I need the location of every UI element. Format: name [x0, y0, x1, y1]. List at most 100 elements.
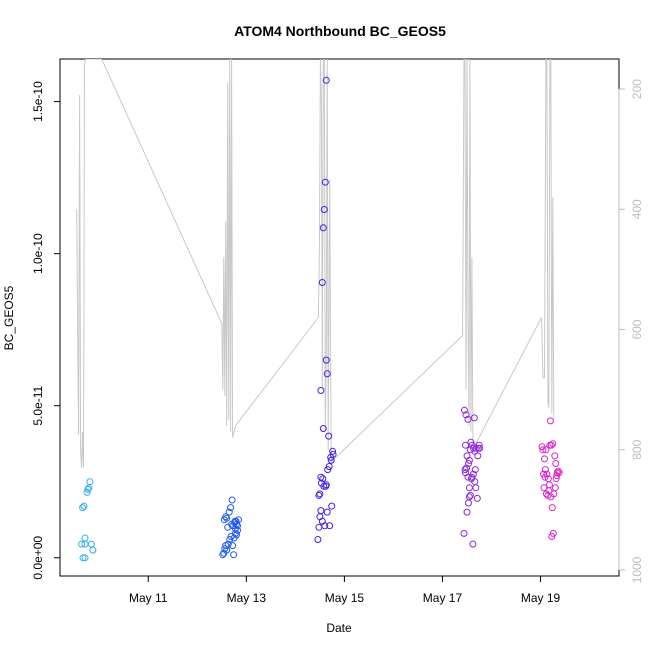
data-point [462, 441, 469, 449]
data-point [229, 542, 237, 550]
data-point [79, 554, 87, 562]
data-point [84, 485, 92, 493]
data-point [464, 415, 472, 423]
x-tick-label: May 15 [325, 591, 365, 605]
data-point [86, 478, 94, 486]
data-point [225, 508, 233, 516]
data-point [322, 356, 330, 364]
data-point [475, 441, 483, 449]
x-tick-label: May 13 [227, 591, 267, 605]
data-point [317, 387, 325, 394]
pressure-profile-line [76, 59, 555, 468]
data-point [552, 460, 560, 467]
data-point [472, 484, 480, 492]
data-point [232, 525, 239, 533]
data-point [322, 76, 330, 84]
right-tick-label: 600 [630, 319, 644, 339]
data-point [552, 475, 560, 483]
data-point [219, 551, 227, 559]
pressure-polyline [76, 59, 555, 468]
data-point [463, 452, 471, 460]
data-point [321, 178, 329, 186]
data-point [461, 466, 469, 474]
y-axis: 0.0e+00 5.0e-11 1.0e-10 1.5e-10 [31, 81, 60, 580]
data-point [329, 447, 337, 455]
data-point [469, 540, 477, 548]
data-points [78, 76, 563, 562]
right-tick-label: 1000 [630, 556, 644, 583]
chart-title: ATOM4 Northbound BC_GEOS5 [234, 23, 446, 39]
data-point [318, 279, 326, 286]
data-point [470, 414, 478, 422]
x-tick-label: May 11 [129, 591, 168, 605]
data-point [319, 425, 327, 432]
data-point [81, 554, 89, 562]
data-point [227, 504, 235, 512]
right-tick-label: 400 [630, 199, 644, 219]
data-point [326, 522, 334, 530]
data-point [465, 493, 473, 501]
data-point [321, 522, 329, 530]
data-point [548, 533, 556, 540]
data-point [541, 466, 549, 474]
data-point [541, 473, 549, 481]
data-point [320, 482, 328, 490]
data-point [315, 491, 323, 499]
y-tick-label: 0.0e+00 [31, 536, 45, 580]
data-point [469, 470, 477, 478]
data-point [325, 432, 333, 440]
data-point [221, 545, 229, 553]
data-point [544, 491, 552, 499]
data-point [467, 475, 475, 483]
right-tick-label: 200 [630, 79, 644, 99]
data-point [546, 417, 554, 425]
data-point [554, 467, 562, 475]
y-tick-label: 1.0e-10 [31, 233, 45, 274]
data-point [463, 508, 471, 516]
right-pressure-axis: 200 400 600 800 1000 [618, 79, 644, 583]
data-point [460, 529, 468, 537]
data-point [317, 507, 325, 515]
right-tick-label: 800 [630, 439, 644, 459]
data-point [549, 440, 557, 448]
data-point [548, 504, 556, 512]
data-point [83, 488, 91, 496]
x-axis-label: Date [326, 621, 352, 635]
data-point [319, 475, 327, 483]
data-point [80, 502, 88, 510]
data-point [322, 482, 330, 490]
data-point [466, 491, 474, 499]
data-point [474, 452, 482, 460]
data-point [540, 484, 548, 492]
data-point [542, 446, 550, 454]
data-point [316, 490, 324, 498]
y-tick-label: 5.0e-11 [31, 385, 45, 425]
data-point [319, 224, 327, 232]
data-point [233, 520, 240, 528]
data-point [539, 446, 547, 454]
data-point [317, 473, 325, 481]
data-point [315, 523, 323, 531]
data-point [465, 460, 472, 467]
data-point [547, 441, 555, 449]
data-point [461, 406, 468, 414]
data-point [551, 484, 559, 492]
y-axis-label: BC_GEOS5 [2, 285, 16, 350]
data-point [462, 411, 470, 419]
x-tick-label: May 17 [423, 591, 463, 605]
data-point [329, 450, 337, 458]
data-point [228, 496, 236, 504]
data-point [222, 513, 230, 521]
data-point [476, 444, 484, 452]
data-point [87, 540, 95, 548]
data-point [465, 499, 472, 507]
data-point [328, 502, 336, 510]
data-point [555, 469, 563, 477]
data-point [323, 370, 331, 378]
data-point [327, 456, 335, 464]
data-point [89, 546, 97, 554]
data-point [79, 504, 87, 512]
data-point [223, 514, 231, 522]
data-point [471, 466, 479, 474]
